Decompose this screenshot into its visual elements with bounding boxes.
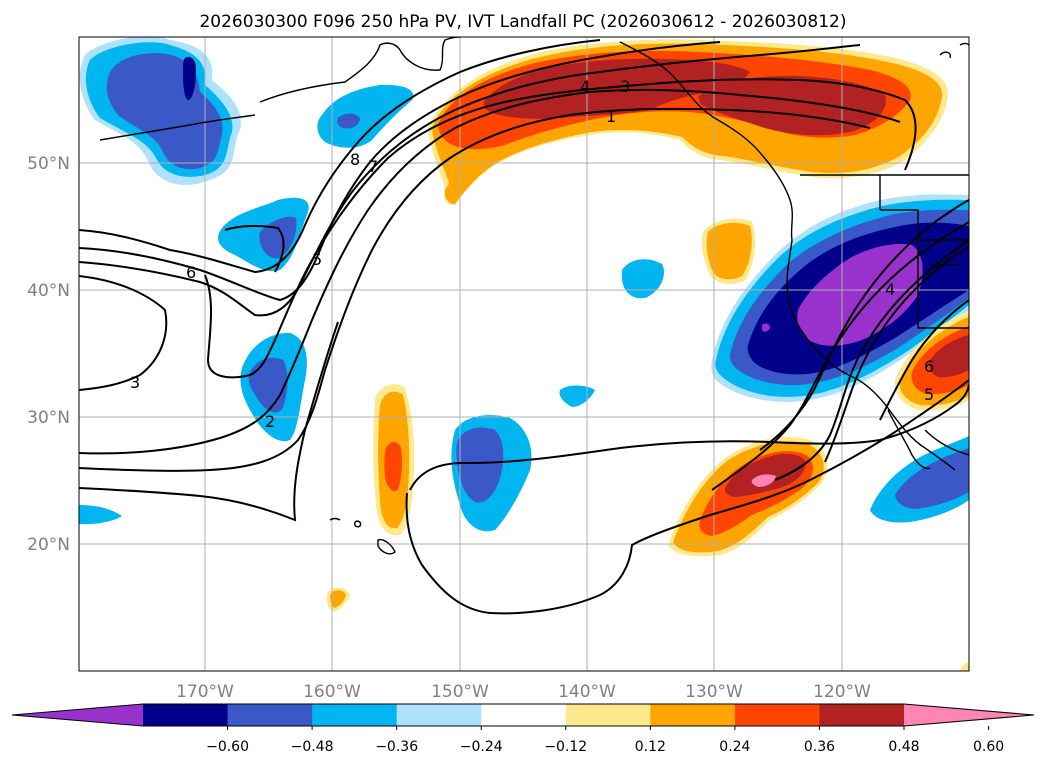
ivt-contour xyxy=(759,199,969,451)
lon-axis: 170°W 160°W 150°W 140°W 130°W 120°W xyxy=(176,682,871,702)
coastline-bc xyxy=(619,41,794,241)
ivt-contour xyxy=(824,246,969,463)
coastline-mexico xyxy=(924,429,969,456)
lat-label-50n: 50°N xyxy=(27,154,70,174)
pv-neg-swedge-cyan xyxy=(79,505,122,525)
colorbar-tick-label: 0.12 xyxy=(635,739,666,755)
contour-label: 1 xyxy=(606,107,616,126)
lat-label-40n: 40°N xyxy=(27,281,70,301)
lat-axis: 50°N 40°N 30°N 20°N xyxy=(27,154,70,555)
pv-shading xyxy=(79,37,969,671)
pv-pos-corner-yellow xyxy=(960,662,969,671)
pv-pos-north-dkred xyxy=(483,58,750,119)
lat-label-20n: 20°N xyxy=(27,535,70,555)
pv-neg-ca-tiny-purple xyxy=(762,323,770,332)
colorbar-segment xyxy=(734,704,820,726)
pv-neg-center-blue xyxy=(456,427,504,503)
pv-pos-hawaii-red xyxy=(384,442,402,492)
colorbar-segment xyxy=(650,704,736,726)
pv-neg-aleut-blue xyxy=(337,113,360,129)
ivt-contour xyxy=(204,78,917,379)
contour-label: 6 xyxy=(924,357,934,376)
colorbar-tick-label: −0.60 xyxy=(206,739,249,755)
pv-neg-nw-navy xyxy=(183,56,196,100)
map-frame xyxy=(78,36,970,672)
colorbar-tick-label: −0.12 xyxy=(544,739,587,755)
colorbar-segment xyxy=(819,704,905,726)
colorbar-segment xyxy=(312,704,398,726)
colorbar: −0.60 −0.48 −0.36 −0.24 −0.12 0.12 0.24 0.36 0.4… xyxy=(11,703,1035,755)
contour-label: 4 xyxy=(885,280,895,299)
colorbar-tick-label: 0.60 xyxy=(973,739,1004,755)
colorbar-outline xyxy=(11,703,1035,727)
ivt-contour xyxy=(79,275,168,391)
coastline-westcoast xyxy=(786,239,956,471)
contour-label: 3 xyxy=(620,77,630,96)
pv-neg-aleut-cyan xyxy=(317,84,414,148)
colorbar-tick-label: −0.48 xyxy=(291,739,334,755)
ivt-contour xyxy=(79,88,901,455)
plot-title: 2026030300 F096 250 hPa PV, IVT Landfall… xyxy=(199,12,846,32)
coastline-baja xyxy=(887,409,931,470)
ivt-contour xyxy=(405,379,969,615)
pv-neg-tiny-cyan xyxy=(559,385,595,407)
ivt-contour xyxy=(79,39,601,274)
lon-label-120w: 120°W xyxy=(813,682,871,702)
contour-label: 5 xyxy=(312,250,322,269)
border-states xyxy=(879,175,969,329)
lat-label-30n: 30°N xyxy=(27,408,70,428)
pv-pos-socal-dkred xyxy=(929,335,969,378)
colorbar-segment xyxy=(143,704,229,726)
colorbar-extend-high xyxy=(904,704,1034,726)
ivt-contour xyxy=(409,384,969,491)
ivt-contour xyxy=(79,44,861,317)
contour-label: 3 xyxy=(130,373,140,392)
colorbar-segment xyxy=(227,704,313,726)
ivt-contour xyxy=(224,224,285,273)
contour-label: 8 xyxy=(350,150,360,169)
coastline-aleutians xyxy=(99,114,256,141)
contour-label: 4 xyxy=(580,77,590,96)
coastline-hawaii xyxy=(329,517,396,555)
colorbar-tick-label: 0.48 xyxy=(888,739,919,755)
coastlines xyxy=(99,37,969,555)
pv-neg-small-cyan xyxy=(621,259,665,299)
lon-label-170w: 170°W xyxy=(176,682,234,702)
pv-pos-north-orange-dip xyxy=(444,168,470,204)
pv-neg-baja-blue xyxy=(895,448,969,509)
colorbar-tick-label: −0.36 xyxy=(375,739,418,755)
map-panel: 4 3 1 8 7 6 5 3 2 4 6 5 50°N xyxy=(27,36,970,702)
ivt-contour xyxy=(879,299,969,421)
ivt-contour xyxy=(79,107,871,472)
lon-label-160w: 160°W xyxy=(303,682,361,702)
contour-label: 6 xyxy=(186,263,196,282)
pv-pos-se-pink xyxy=(751,474,776,487)
colorbar-tick-label: −0.24 xyxy=(460,739,503,755)
colorbar-extend-low xyxy=(12,704,143,726)
lon-label-130w: 130°W xyxy=(685,682,743,702)
contour-label: 5 xyxy=(924,385,934,404)
pv-neg-ca-purple xyxy=(797,244,923,346)
contour-labels: 4 3 1 8 7 6 5 3 2 4 6 5 xyxy=(130,77,934,431)
ivt-contour xyxy=(774,239,969,481)
colorbar-tick-label: 0.24 xyxy=(719,739,750,755)
colorbar-segment xyxy=(565,704,651,726)
pv-pos-small-orange xyxy=(330,590,346,608)
colorbar-segment xyxy=(396,704,482,726)
lon-label-150w: 150°W xyxy=(431,682,489,702)
contour-label: 7 xyxy=(368,157,378,176)
ivt-contours xyxy=(79,39,969,615)
graticule xyxy=(79,37,969,671)
contour-label: 2 xyxy=(265,412,275,431)
colorbar-tick-label: 0.36 xyxy=(804,739,835,755)
colorbar-segment xyxy=(481,704,567,726)
lon-label-140w: 140°W xyxy=(558,682,616,702)
ivt-contour xyxy=(79,41,721,302)
pv-pos-mid-orange xyxy=(706,222,752,280)
coastline-alaska xyxy=(259,37,461,103)
ivt-contour xyxy=(79,321,339,522)
